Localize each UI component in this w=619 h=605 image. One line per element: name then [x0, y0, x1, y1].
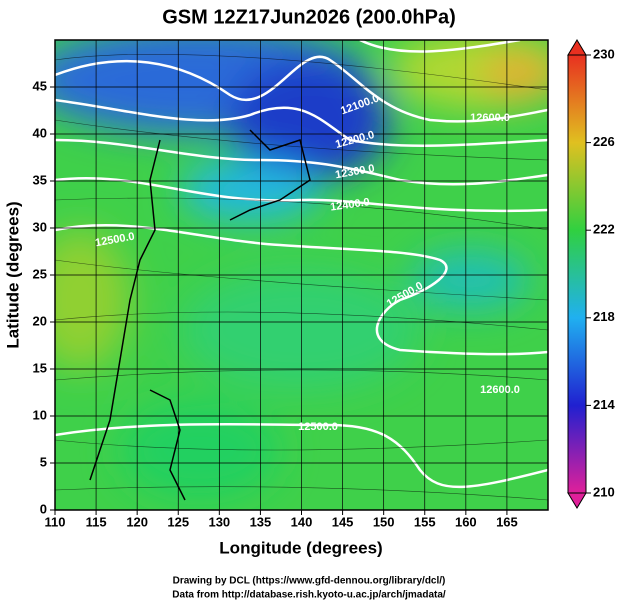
x-tick-label: 150	[373, 514, 395, 529]
x-tick-label: 135	[250, 514, 272, 529]
x-tick-label: 125	[167, 514, 189, 529]
y-tick-label: 40	[33, 125, 47, 140]
field	[55, 40, 548, 510]
y-tick-label: 25	[33, 266, 47, 281]
contour-label: 12600.0	[480, 384, 520, 396]
x-tick-label: 165	[496, 514, 518, 529]
colorbar-max-arrow	[567, 39, 587, 56]
x-tick-label: 140	[291, 514, 313, 529]
colorbar-tick-label: 214	[593, 397, 615, 412]
x-tick-label: 130	[208, 514, 230, 529]
colorbar-min-arrow	[567, 492, 587, 509]
y-tick-label: 0	[40, 501, 47, 516]
x-tick-label: 120	[126, 514, 148, 529]
contour-label: 12500.0	[298, 421, 338, 433]
coastline	[89, 129, 311, 501]
y-tick-label: 10	[33, 407, 47, 422]
colorbar-tick-label: 226	[593, 134, 615, 149]
title: GSM 12Z17Jun2026 (200.0hPa)	[162, 6, 455, 28]
x-tick-label: 110	[45, 514, 66, 529]
contour-label: 12600.0	[470, 112, 510, 124]
colorbar-tick-label: 222	[593, 222, 615, 237]
colorbar	[567, 54, 587, 494]
y-tick-label: 5	[40, 454, 47, 469]
colorbar-tick-label: 230	[593, 46, 615, 61]
colorbar-tick-label: 218	[593, 309, 615, 324]
y-axis-label: Latitude (degrees)	[3, 201, 22, 348]
y-tick-label: 15	[33, 360, 47, 375]
x-tick-label: 145	[332, 514, 354, 529]
y-tick-label: 30	[33, 219, 47, 234]
x-tick-label: 115	[86, 514, 107, 529]
streamlines	[55, 54, 548, 501]
y-tick-label: 35	[33, 172, 47, 187]
contour-label: 12400.0	[329, 196, 370, 213]
credit: Drawing by DCL (https://www.gfd-dennou.o…	[173, 576, 446, 587]
y-tick-label: 20	[33, 313, 47, 328]
colorbar-tick-label: 210	[593, 484, 615, 499]
credit: Data from http://database.rish.kyoto-u.a…	[172, 590, 446, 601]
x-axis-label: Longitude (degrees)	[219, 538, 382, 557]
y-tick-label: 45	[33, 78, 47, 93]
x-tick-label: 155	[414, 514, 436, 529]
x-tick-label: 160	[455, 514, 477, 529]
